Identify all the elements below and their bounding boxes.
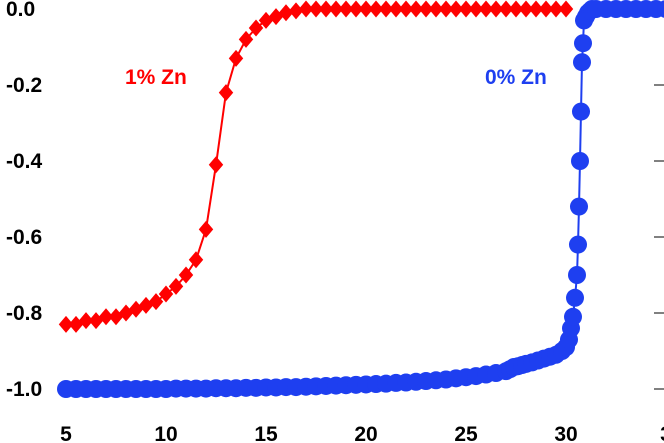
data-point <box>88 312 104 330</box>
data-point <box>188 251 204 269</box>
data-point <box>488 0 504 18</box>
data-point <box>208 156 224 174</box>
data-point <box>378 0 394 18</box>
data-point <box>558 0 574 18</box>
y-tick-label: -0.6 <box>6 226 42 249</box>
x-tick-label: 3 <box>660 423 664 443</box>
data-point <box>308 0 324 18</box>
data-point <box>571 152 589 170</box>
x-tick-label: 5 <box>60 423 72 443</box>
data-point <box>548 0 564 18</box>
series-0pct-zn <box>57 0 664 398</box>
data-point <box>564 307 582 326</box>
data-point <box>248 19 264 37</box>
ticks-layer: 0.0 -0.2 -0.4 -0.6 -0.8 -1.0 5 10 15 20 25 30 3 <box>6 0 664 443</box>
data-point <box>574 34 592 53</box>
data-point <box>438 0 454 18</box>
data-point <box>168 277 184 295</box>
data-point <box>573 53 591 72</box>
y-tick-label: -0.2 <box>6 74 42 97</box>
series-1pct-zn <box>58 0 574 333</box>
data-point <box>568 266 586 284</box>
data-point <box>528 0 544 18</box>
data-point <box>518 0 534 18</box>
data-point <box>328 0 344 18</box>
data-point <box>458 0 474 18</box>
data-point <box>348 0 364 18</box>
data-point <box>572 102 590 121</box>
data-point <box>98 308 114 326</box>
data-point <box>657 0 664 18</box>
axes <box>654 8 664 390</box>
data-point <box>498 0 514 18</box>
series-label-0zn: 0% Zn <box>485 66 547 89</box>
data-point <box>228 49 244 67</box>
data-point <box>358 0 374 18</box>
x-tick-label: 30 <box>554 423 577 443</box>
series-layer <box>57 0 664 398</box>
data-point <box>338 0 354 18</box>
data-point <box>569 235 587 254</box>
y-tick-label: -0.4 <box>6 150 43 173</box>
data-point <box>178 266 194 284</box>
data-point <box>448 0 464 18</box>
x-tick-label: 10 <box>154 423 177 443</box>
series-label-1zn: 1% Zn <box>125 66 187 89</box>
data-point <box>68 315 84 333</box>
data-point <box>478 0 494 18</box>
data-point <box>398 0 414 18</box>
data-point <box>288 2 304 20</box>
x-tick-label: 25 <box>454 423 478 443</box>
data-point <box>570 197 588 216</box>
data-point <box>278 4 294 22</box>
series-line-1pct-zn <box>66 8 566 326</box>
data-point <box>148 293 164 311</box>
data-point <box>368 0 384 18</box>
data-point <box>468 0 484 18</box>
data-point <box>428 0 444 18</box>
data-point <box>78 312 94 330</box>
data-point <box>198 220 214 238</box>
data-point <box>218 84 234 102</box>
x-tick-label: 20 <box>354 423 377 443</box>
data-point <box>408 0 424 18</box>
data-point <box>58 315 74 333</box>
data-point <box>388 0 404 18</box>
data-point <box>538 0 554 18</box>
data-point <box>298 0 314 18</box>
data-point <box>566 288 584 307</box>
y-tick-label: -1.0 <box>6 378 42 401</box>
data-point <box>508 0 524 18</box>
x-tick-label: 15 <box>254 423 278 443</box>
y-tick-label: -0.8 <box>6 302 43 325</box>
data-point <box>108 308 124 326</box>
data-point <box>418 0 434 18</box>
data-point <box>318 0 334 18</box>
data-point <box>238 30 254 48</box>
y-tick-label: 0.0 <box>6 0 35 21</box>
data-point <box>158 285 174 303</box>
